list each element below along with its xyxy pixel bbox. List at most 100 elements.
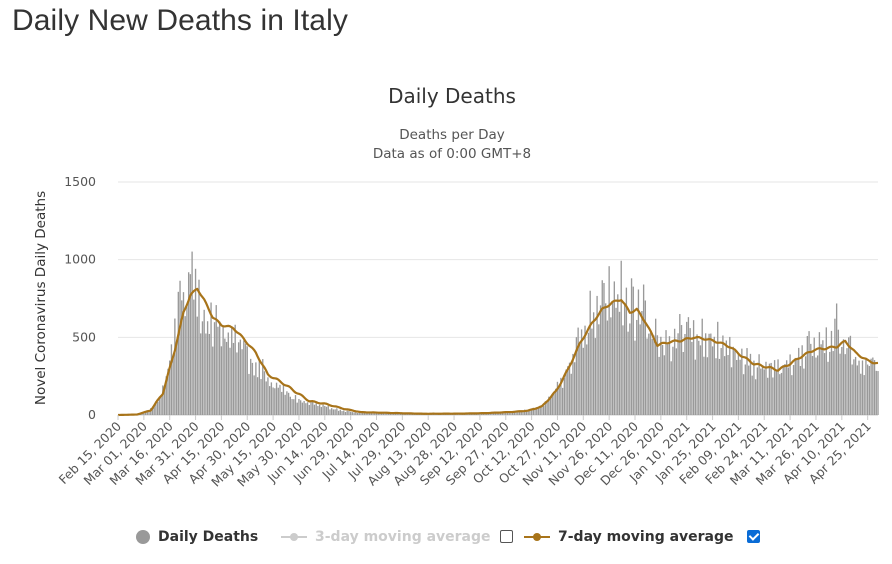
daily-deaths-bar xyxy=(322,404,324,415)
daily-deaths-bar xyxy=(144,411,147,415)
daily-deaths-bar xyxy=(858,360,860,415)
y-tick-label: 1000 xyxy=(64,252,96,267)
legend-item-daily-deaths[interactable]: Daily Deaths xyxy=(136,524,258,550)
daily-deaths-bar xyxy=(570,373,572,415)
daily-deaths-bar xyxy=(622,325,624,415)
daily-deaths-bar xyxy=(592,312,595,415)
daily-deaths-bar xyxy=(648,333,650,415)
daily-deaths-bar xyxy=(494,412,497,415)
daily-deaths-bar xyxy=(367,412,369,415)
daily-deaths-bar xyxy=(717,321,719,415)
daily-deaths-bar xyxy=(258,359,260,415)
daily-deaths-bar xyxy=(170,344,173,415)
daily-deaths-bar xyxy=(568,362,571,415)
daily-deaths-bar xyxy=(725,340,728,415)
daily-deaths-bar xyxy=(706,357,709,415)
daily-deaths-bar xyxy=(337,410,340,415)
daily-deaths-bar xyxy=(324,405,326,415)
daily-deaths-bar xyxy=(305,403,307,415)
daily-deaths-bar xyxy=(615,307,617,415)
daily-deaths-bar xyxy=(773,360,776,415)
daily-deaths-bar xyxy=(832,351,834,415)
daily-deaths-bar xyxy=(699,345,702,415)
legend-label-3-day-average: 3-day moving average xyxy=(315,529,491,545)
daily-deaths-bar xyxy=(327,405,329,415)
ma7-line xyxy=(117,287,879,417)
daily-deaths-bar xyxy=(548,396,550,415)
legend-item-3-day-average[interactable]: 3-day moving average xyxy=(281,524,491,550)
daily-deaths-bar xyxy=(777,359,779,415)
daily-deaths-bar xyxy=(506,412,509,415)
line-marker-icon xyxy=(281,530,307,544)
daily-deaths-bar xyxy=(510,412,512,415)
daily-deaths-bar xyxy=(848,337,850,415)
daily-deaths-bar xyxy=(627,331,629,415)
daily-deaths-bar xyxy=(603,282,605,415)
daily-deaths-bar xyxy=(246,346,248,415)
daily-deaths-bar xyxy=(694,359,696,415)
daily-deaths-bar xyxy=(692,320,695,415)
legend-item-7-day-average[interactable]: 7-day moving average xyxy=(524,524,734,550)
y-axis-label: Novel Coronavirus Daily Deaths xyxy=(33,191,49,405)
daily-deaths-bar xyxy=(260,379,262,415)
daily-deaths-bar xyxy=(222,325,224,415)
daily-deaths-bar xyxy=(181,300,183,415)
daily-deaths-bar xyxy=(560,377,562,415)
daily-deaths-bar xyxy=(623,304,626,415)
daily-deaths-bar xyxy=(381,413,383,415)
line-marker-icon xyxy=(524,530,550,544)
daily-deaths-bar xyxy=(579,342,581,415)
daily-deaths-bar xyxy=(608,266,610,415)
daily-deaths-bar xyxy=(162,385,164,415)
daily-deaths-bar xyxy=(219,321,221,415)
daily-deaths-bar xyxy=(174,318,176,415)
daily-deaths-bar xyxy=(787,367,790,415)
daily-deaths-bar xyxy=(556,381,559,415)
daily-deaths-bar xyxy=(348,411,350,415)
daily-deaths-bar xyxy=(546,402,548,415)
daily-deaths-bar xyxy=(779,374,781,415)
daily-deaths-bar xyxy=(863,375,865,415)
daily-deaths-bar xyxy=(646,338,648,415)
daily-deaths-bar xyxy=(875,370,877,415)
daily-deaths-bar xyxy=(394,413,397,415)
daily-deaths-bar xyxy=(734,350,736,415)
daily-deaths-bar xyxy=(518,411,521,415)
daily-deaths-bar xyxy=(606,320,609,415)
daily-deaths-bar xyxy=(165,376,167,415)
daily-deaths-bar xyxy=(343,410,345,415)
daily-deaths-bar xyxy=(632,286,634,415)
daily-deaths-bar xyxy=(804,356,807,415)
daily-deaths-bar xyxy=(153,404,155,415)
daily-deaths-bar xyxy=(234,324,236,415)
daily-deaths-bar xyxy=(820,344,822,415)
daily-deaths-bar xyxy=(167,368,169,415)
daily-deaths-bar xyxy=(741,348,743,415)
daily-deaths-bar xyxy=(306,402,309,415)
checkbox-3-day-average[interactable] xyxy=(500,530,513,543)
daily-deaths-bar xyxy=(770,362,772,415)
y-tick-label: 1500 xyxy=(64,174,96,189)
daily-deaths-bar xyxy=(215,305,217,415)
daily-deaths-bar xyxy=(739,359,741,415)
daily-deaths-bar xyxy=(620,260,622,415)
legend-label-7-day-average: 7-day moving average xyxy=(558,529,734,545)
daily-deaths-bar xyxy=(513,412,516,415)
daily-deaths-bar xyxy=(710,333,712,415)
daily-deaths-bar xyxy=(823,353,826,415)
daily-deaths-bar xyxy=(255,362,257,415)
daily-deaths-bar xyxy=(356,412,359,415)
daily-deaths-bar xyxy=(293,399,295,415)
daily-deaths-bar xyxy=(680,325,683,415)
daily-deaths-bar xyxy=(182,292,185,415)
daily-deaths-bar xyxy=(175,342,178,415)
daily-deaths-bar xyxy=(220,346,223,415)
daily-deaths-bar xyxy=(213,322,216,415)
daily-deaths-bar xyxy=(146,410,148,415)
daily-deaths-bar xyxy=(601,280,603,415)
daily-deaths-bar xyxy=(642,284,645,415)
checkbox-7-day-average[interactable] xyxy=(747,530,760,543)
daily-deaths-bar xyxy=(870,358,872,415)
daily-deaths-bar xyxy=(689,328,691,415)
daily-deaths-bar xyxy=(782,365,784,415)
